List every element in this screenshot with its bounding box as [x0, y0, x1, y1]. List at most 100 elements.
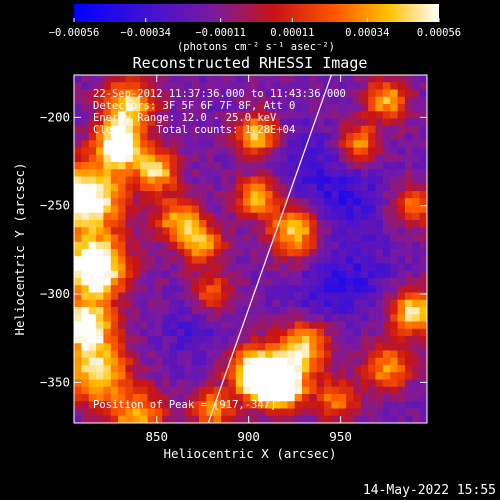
heatmap-cell	[162, 372, 171, 380]
heatmap-cell	[206, 111, 215, 119]
heatmap-cell	[118, 140, 126, 148]
heatmap-cell	[324, 191, 332, 199]
heatmap-cell	[206, 118, 215, 127]
heatmap-cell	[140, 408, 149, 417]
heatmap-cell	[213, 82, 222, 90]
heatmap-cell	[265, 140, 274, 148]
heatmap-cell	[213, 96, 222, 105]
heatmap-cell	[353, 314, 362, 322]
heatmap-cell	[235, 140, 244, 148]
heatmap-cell	[213, 89, 222, 98]
heatmap-cell	[272, 292, 281, 301]
heatmap-cell	[360, 96, 369, 105]
heatmap-cell	[132, 191, 141, 199]
heatmap-cell	[338, 307, 347, 315]
heatmap-cell	[257, 183, 266, 192]
heatmap-cell	[368, 183, 377, 192]
heatmap-cell	[279, 299, 288, 308]
heatmap-cell	[199, 278, 207, 286]
heatmap-cell	[294, 89, 303, 98]
heatmap-cell	[88, 408, 97, 417]
heatmap-cell	[103, 379, 112, 388]
heatmap-cell	[199, 104, 207, 112]
heatmap-cell	[368, 227, 377, 235]
heatmap-cell	[206, 379, 215, 388]
heatmap-cell	[346, 191, 354, 199]
heatmap-cell	[176, 350, 185, 359]
heatmap-cell	[221, 299, 229, 308]
heatmap-cell	[331, 372, 340, 380]
heatmap-cell	[294, 111, 303, 119]
heatmap-cell	[140, 212, 149, 221]
heatmap-cell	[221, 169, 229, 177]
heatmap-cell	[176, 212, 185, 221]
heatmap-cell	[331, 147, 340, 156]
heatmap-cell	[228, 147, 237, 156]
heatmap-cell	[191, 299, 200, 308]
heatmap-cell	[265, 176, 274, 185]
heatmap-cell	[228, 82, 237, 90]
heatmap-cell	[404, 162, 413, 170]
heatmap-cell	[419, 205, 427, 214]
heatmap-cell	[221, 140, 229, 148]
heatmap-cell	[412, 386, 421, 395]
heatmap-cell	[125, 75, 134, 83]
heatmap-cell	[191, 386, 200, 395]
colorbar-tick-label: −0.00056	[49, 27, 100, 39]
heatmap-cell	[147, 249, 156, 257]
heatmap-cell	[176, 321, 185, 330]
heatmap-cell	[382, 147, 391, 156]
heatmap-cell	[184, 234, 193, 243]
heatmap-cell	[74, 292, 82, 301]
heatmap-cell	[257, 357, 266, 366]
heatmap-cell	[228, 292, 237, 301]
heatmap-cell	[221, 336, 229, 344]
heatmap-cell	[132, 198, 141, 206]
heatmap-cell	[125, 140, 134, 148]
heatmap-cell	[206, 357, 215, 366]
heatmap-cell	[206, 401, 215, 409]
heatmap-cell	[390, 321, 399, 330]
heatmap-cell	[191, 379, 200, 388]
heatmap-cell	[331, 343, 340, 351]
heatmap-cell	[301, 176, 310, 185]
heatmap-cell	[118, 133, 126, 141]
heatmap-cell	[176, 263, 185, 272]
heatmap-cell	[382, 307, 391, 315]
heatmap-cell	[331, 336, 340, 344]
heatmap-cell	[213, 299, 222, 308]
heatmap-cell	[301, 104, 310, 112]
heatmap-cell	[118, 415, 126, 423]
heatmap-cell	[301, 147, 310, 156]
heatmap-cell	[118, 162, 126, 170]
heatmap-cell	[316, 147, 325, 156]
heatmap-cell	[147, 292, 156, 301]
heatmap-cell	[382, 256, 391, 264]
heatmap-cell	[184, 278, 193, 286]
heatmap-cell	[103, 220, 112, 228]
heatmap-cell	[419, 154, 427, 163]
heatmap-cell	[81, 118, 90, 127]
heatmap-cell	[243, 336, 251, 344]
heatmap-cell	[250, 357, 259, 366]
heatmap-cell	[353, 394, 362, 402]
heatmap-cell	[250, 263, 259, 272]
heatmap-cell	[96, 241, 104, 250]
heatmap-cell	[272, 263, 281, 272]
heatmap-cell	[169, 125, 178, 134]
heatmap-cell	[412, 408, 421, 417]
heatmap-cell	[301, 372, 310, 380]
heatmap-cell	[382, 336, 391, 344]
heatmap-cell	[287, 263, 296, 272]
heatmap-cell	[176, 111, 185, 119]
heatmap-cell	[287, 386, 296, 395]
heatmap-cell	[184, 205, 193, 214]
heatmap-cell	[404, 408, 413, 417]
heatmap-cell	[118, 169, 126, 177]
heatmap-cell	[301, 256, 310, 264]
heatmap-cell	[235, 191, 244, 199]
heatmap-cell	[265, 249, 274, 257]
heatmap-cell	[176, 118, 185, 127]
heatmap-cell	[272, 169, 281, 177]
heatmap-cell	[404, 386, 413, 395]
